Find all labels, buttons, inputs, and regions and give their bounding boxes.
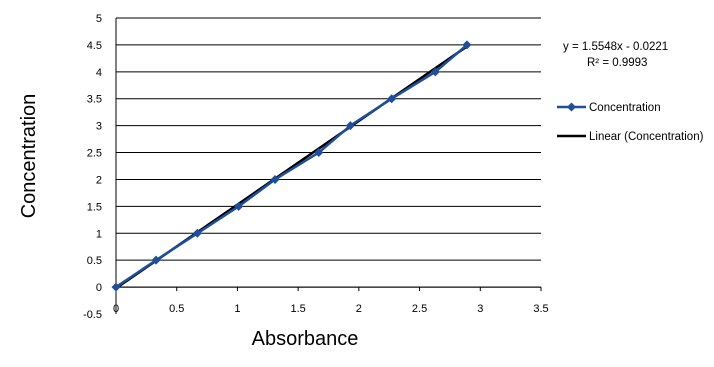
data-point	[314, 148, 324, 158]
data-point	[270, 174, 280, 184]
x-tick-label: 3	[477, 303, 483, 315]
y-tick-label: 2	[96, 174, 102, 186]
trendline-equation: y = 1.5548x - 0.0221	[563, 41, 668, 53]
legend-trendline-label: Linear (Concentration)	[589, 131, 704, 143]
data-point	[430, 67, 440, 77]
legend-series-marker	[567, 102, 576, 112]
data-point	[387, 94, 397, 104]
x-axis-title: Absorbance	[252, 328, 359, 350]
y-axis-title: Concentration	[18, 94, 40, 219]
data-point	[111, 282, 121, 292]
x-tick-label: 0.5	[169, 303, 184, 315]
y-tick-label: 3	[96, 121, 102, 133]
y-tick-label: 5	[96, 13, 102, 25]
x-tick-label: 0	[113, 303, 119, 315]
y-tick-label: 0.5	[87, 255, 102, 267]
axes	[115, 18, 541, 314]
series-line	[115, 43, 468, 289]
x-tick-label: 1	[234, 303, 240, 315]
y-tick-label: 2.5	[87, 148, 102, 160]
trendline-r-squared: R² = 0.9993	[587, 57, 647, 69]
x-tick-labels: 0 0.5 1 1.5 2 2.5 3 3.5	[113, 287, 549, 315]
series-group	[111, 40, 472, 292]
x-tick-label: 2.5	[412, 303, 427, 315]
y-tick-label: 0	[96, 282, 102, 294]
y-tick-label: 4	[96, 67, 102, 79]
legend: Concentration Linear (Concentration)	[557, 102, 704, 143]
y-tick-label: -0.5	[83, 309, 102, 321]
data-point	[234, 201, 244, 211]
data-point	[345, 121, 355, 131]
y-tick-label: 1	[96, 228, 102, 240]
x-tick-label: 1.5	[290, 303, 305, 315]
data-point	[192, 228, 202, 238]
legend-series-label: Concentration	[589, 102, 661, 114]
y-tick-labels: -0.5 0 0.5 1 1.5 2 2.5 3 3.5 4 4.5 5	[83, 13, 102, 321]
data-point	[151, 255, 161, 265]
gridlines	[116, 17, 541, 288]
y-tick-label: 4.5	[87, 40, 102, 52]
y-tick-label: 3.5	[87, 94, 102, 106]
y-tick-label: 1.5	[87, 201, 102, 213]
x-tick-label: 2	[356, 303, 362, 315]
data-point	[462, 40, 472, 50]
x-tick-label: 3.5	[533, 303, 548, 315]
